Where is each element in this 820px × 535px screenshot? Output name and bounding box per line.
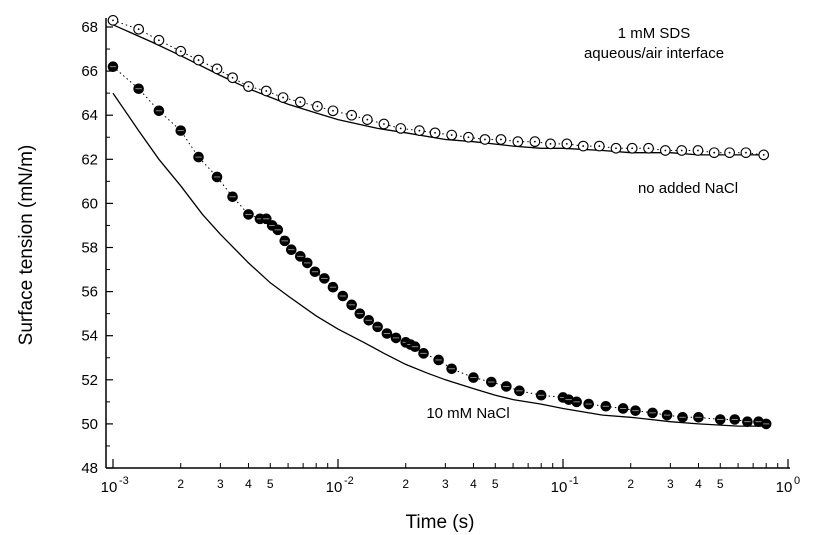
open-circle-center bbox=[137, 28, 140, 31]
open-circle-center bbox=[399, 127, 402, 130]
data-dotted-line bbox=[112, 66, 767, 425]
open-circle-center bbox=[516, 140, 519, 143]
open-circle-center bbox=[316, 105, 319, 108]
y-tick-label: 68 bbox=[81, 19, 98, 36]
open-circle-center bbox=[697, 149, 699, 152]
open-circle-center bbox=[533, 140, 536, 143]
x-minor-tick-label: 4 bbox=[470, 477, 477, 491]
y-axis-title: Surface tension (mN/m) bbox=[16, 145, 37, 346]
y-tick-label: 52 bbox=[81, 372, 98, 389]
y-tick-label: 48 bbox=[81, 460, 98, 477]
open-circle-center bbox=[247, 85, 250, 88]
open-circle-center bbox=[265, 90, 268, 92]
x-minor-tick-label: 3 bbox=[217, 477, 224, 491]
x-minor-tick-label: 5 bbox=[717, 477, 724, 491]
axis-ticks bbox=[106, 26, 789, 469]
open-circle-center bbox=[179, 50, 182, 53]
open-circle-center bbox=[582, 145, 585, 147]
annotation-no-nacl: no added NaCl bbox=[638, 180, 738, 197]
x-major-tick-label: 10 bbox=[326, 479, 343, 496]
x-tick-exponent: -1 bbox=[569, 475, 579, 487]
y-tick-label: 60 bbox=[81, 195, 98, 212]
open-circle-center bbox=[565, 142, 568, 145]
annotation-interface: aqueous/air interface bbox=[584, 45, 724, 62]
open-circle-center bbox=[434, 131, 436, 134]
open-circle-center bbox=[383, 123, 385, 125]
model-curves bbox=[112, 19, 767, 427]
x-minor-tick-label: 5 bbox=[492, 477, 499, 491]
open-circle-center bbox=[332, 109, 334, 112]
data-points bbox=[107, 15, 772, 430]
open-circle-center bbox=[631, 147, 634, 150]
x-tick-exponent: -2 bbox=[344, 475, 354, 487]
open-circle-center bbox=[615, 147, 617, 150]
open-circle-center bbox=[350, 114, 353, 117]
open-circle-center bbox=[467, 136, 470, 139]
open-circle-center bbox=[484, 138, 486, 141]
open-circle-center bbox=[762, 153, 765, 156]
open-circle-center bbox=[598, 145, 601, 147]
open-circle-center bbox=[418, 129, 421, 132]
open-circle-center bbox=[231, 76, 234, 79]
open-circle-center bbox=[549, 142, 552, 145]
x-minor-tick-label: 4 bbox=[245, 477, 252, 491]
y-tick-label: 62 bbox=[81, 151, 98, 168]
y-tick-label: 56 bbox=[81, 284, 98, 301]
open-circle-center bbox=[158, 39, 160, 42]
open-circle-center bbox=[197, 59, 200, 61]
x-minor-tick-label: 5 bbox=[267, 477, 274, 491]
x-axis-title: Time (s) bbox=[406, 512, 475, 533]
x-minor-tick-label: 4 bbox=[695, 477, 702, 491]
y-tick-label: 66 bbox=[81, 63, 98, 80]
x-minor-tick-label: 3 bbox=[667, 477, 674, 491]
plot-frame bbox=[105, 18, 790, 469]
open-circle-center bbox=[745, 151, 747, 154]
x-minor-tick-label: 2 bbox=[627, 477, 634, 491]
open-circle-center bbox=[647, 147, 650, 150]
x-minor-tick-label: 2 bbox=[177, 477, 184, 491]
model-curve bbox=[112, 92, 767, 427]
x-minor-tick-label: 2 bbox=[402, 477, 409, 491]
open-circle-center bbox=[366, 118, 369, 121]
open-circle-center bbox=[450, 134, 453, 136]
annotation-sds: 1 mM SDS bbox=[618, 25, 691, 42]
open-circle-center bbox=[728, 151, 731, 154]
open-circle-center bbox=[500, 138, 502, 141]
annotation-10mm-nacl: 10 mM NaCl bbox=[426, 405, 509, 422]
y-tick-label: 54 bbox=[81, 328, 98, 345]
open-circle-center bbox=[713, 151, 716, 154]
x-major-tick-label: 10 bbox=[776, 479, 793, 496]
x-tick-exponent: 0 bbox=[794, 475, 800, 487]
y-tick-label: 50 bbox=[81, 416, 98, 433]
open-circle-center bbox=[299, 101, 302, 103]
x-tick-exponent: -3 bbox=[119, 475, 129, 487]
open-circle-center bbox=[112, 19, 114, 22]
x-minor-tick-label: 3 bbox=[442, 477, 449, 491]
y-tick-label: 64 bbox=[81, 107, 98, 124]
open-circle-center bbox=[282, 96, 284, 99]
x-major-tick-label: 10 bbox=[551, 479, 568, 496]
y-tick-label: 58 bbox=[81, 240, 98, 257]
x-major-tick-label: 10 bbox=[101, 479, 118, 496]
open-circle-center bbox=[216, 67, 218, 70]
open-circle-center bbox=[664, 149, 667, 152]
open-circle-center bbox=[680, 149, 683, 152]
